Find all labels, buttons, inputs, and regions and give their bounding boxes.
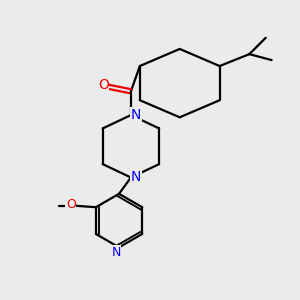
Text: N: N (131, 170, 141, 184)
Text: N: N (111, 246, 121, 259)
Text: O: O (98, 78, 109, 92)
Text: N: N (131, 108, 141, 122)
Text: O: O (66, 198, 76, 211)
